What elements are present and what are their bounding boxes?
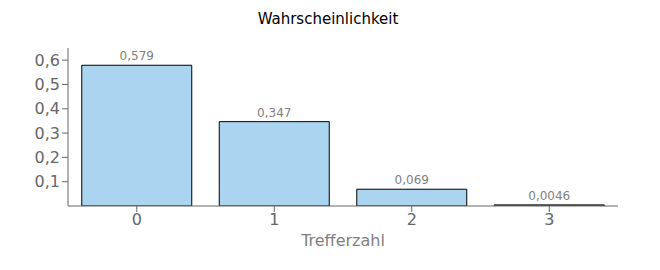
svg-text:2: 2 <box>407 210 417 229</box>
svg-text:0,4: 0,4 <box>35 99 60 118</box>
svg-text:0,5: 0,5 <box>35 75 60 94</box>
svg-text:3: 3 <box>544 210 554 229</box>
svg-text:0,0046: 0,0046 <box>528 189 570 203</box>
svg-text:0,6: 0,6 <box>35 51 60 70</box>
svg-text:0,069: 0,069 <box>395 173 429 187</box>
svg-text:0,579: 0,579 <box>120 49 154 63</box>
svg-text:1: 1 <box>269 210 279 229</box>
svg-text:0,347: 0,347 <box>257 106 291 120</box>
svg-text:0,3: 0,3 <box>35 124 60 143</box>
html-text:Wahrscheinlichkeit: Wahrscheinlichkeit <box>257 10 399 28</box>
svg-text:0,1: 0,1 <box>35 172 60 191</box>
svg-text:0,2: 0,2 <box>35 148 60 167</box>
svg-text:0: 0 <box>132 210 142 229</box>
svg-text:Trefferzahl: Trefferzahl <box>300 231 385 250</box>
